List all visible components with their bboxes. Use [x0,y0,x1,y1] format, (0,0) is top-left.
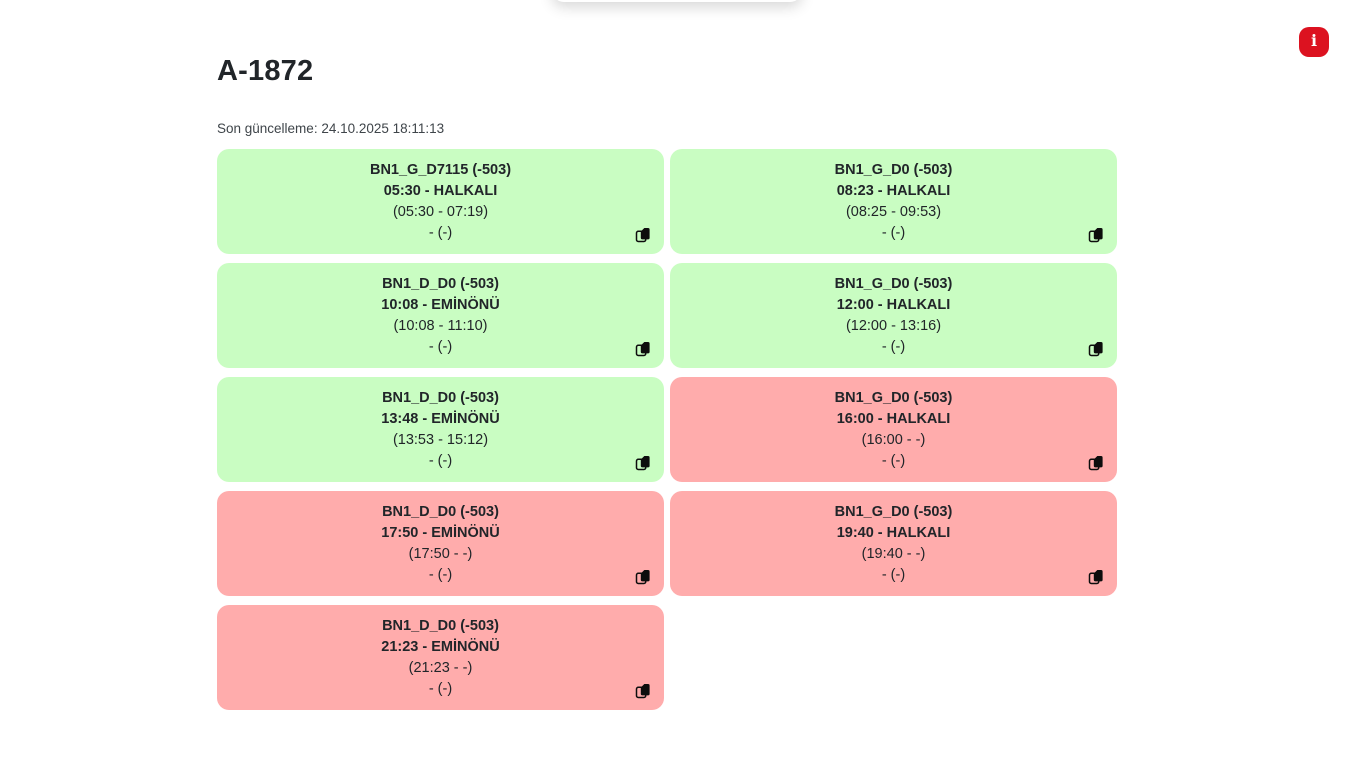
copy-button[interactable] [635,682,652,699]
trip-departure-label: 13:48 - EMİNÖNÜ [381,410,500,427]
trip-block-label: BN1_G_D7115 (-503) [369,161,512,178]
info-button[interactable]: i [1299,27,1329,57]
trip-times-label: (16:00 - -) [861,431,926,448]
copy-button[interactable] [635,340,652,357]
copy-icon [635,683,650,698]
trip-block-label: BN1_G_D0 (-503) [834,389,953,406]
last-update-text: Son güncelleme: 24.10.2025 18:11:13 [217,121,445,136]
info-icon: i [1310,31,1318,50]
copy-button[interactable] [635,226,652,243]
trip-block-label: BN1_G_D0 (-503) [834,275,953,292]
trip-block-label: BN1_G_D0 (-503) [834,161,953,178]
copy-button[interactable] [1088,340,1105,357]
copy-icon [1088,569,1103,584]
trip-block-label: BN1_D_D0 (-503) [382,275,499,292]
trip-note-label: - (-) [428,338,453,355]
trip-block-label: BN1_D_D0 (-503) [382,503,499,520]
trip-note-label: - (-) [428,680,453,697]
trip-note-label: - (-) [428,566,453,583]
trip-times-label: (10:08 - 11:10) [393,317,488,334]
trip-block-label: BN1_G_D0 (-503) [834,503,953,520]
trip-note-label: - (-) [881,566,906,583]
trip-card-grid: BN1_G_D7115 (-503) 05:30 - HALKALI (05:3… [217,149,1117,710]
trip-departure-label: 12:00 - HALKALI [836,296,951,313]
trip-note-label: - (-) [428,224,453,241]
trip-card: BN1_D_D0 (-503) 21:23 - EMİNÖNÜ (21:23 -… [217,605,664,710]
copy-icon [1088,227,1103,242]
copy-icon [635,569,650,584]
trip-departure-label: 21:23 - EMİNÖNÜ [381,638,500,655]
trip-card: BN1_D_D0 (-503) 13:48 - EMİNÖNÜ (13:53 -… [217,377,664,482]
trip-times-label: (13:53 - 15:12) [392,431,489,448]
trip-departure-label: 17:50 - EMİNÖNÜ [381,524,500,541]
trip-note-label: - (-) [881,452,906,469]
trip-times-label: (17:50 - -) [408,545,473,562]
trip-times-label: (08:25 - 09:53) [845,203,942,220]
trip-block-label: BN1_D_D0 (-503) [382,389,499,406]
trip-times-label: (12:00 - 13:16) [845,317,942,334]
copy-button[interactable] [1088,226,1105,243]
trip-times-label: (05:30 - 07:19) [392,203,489,220]
copy-icon [1088,455,1103,470]
trip-card: BN1_G_D7115 (-503) 05:30 - HALKALI (05:3… [217,149,664,254]
copy-icon [635,341,650,356]
copy-button[interactable] [635,568,652,585]
trip-card: BN1_G_D0 (-503) 12:00 - HALKALI (12:00 -… [670,263,1117,368]
top-overlay-remnant [552,0,802,2]
copy-icon [635,455,650,470]
trip-card: BN1_D_D0 (-503) 17:50 - EMİNÖNÜ (17:50 -… [217,491,664,596]
trip-times-label: (19:40 - -) [861,545,926,562]
trip-card: BN1_G_D0 (-503) 19:40 - HALKALI (19:40 -… [670,491,1117,596]
trip-departure-label: 16:00 - HALKALI [836,410,951,427]
trip-departure-label: 10:08 - EMİNÖNÜ [381,296,500,313]
trip-card: BN1_G_D0 (-503) 08:23 - HALKALI (08:25 -… [670,149,1117,254]
trip-times-label: (21:23 - -) [408,659,473,676]
trip-note-label: - (-) [428,452,453,469]
trip-note-label: - (-) [881,224,906,241]
vehicle-schedule-page: A-1872 Son güncelleme: 24.10.2025 18:11:… [217,0,1117,710]
trip-note-label: - (-) [881,338,906,355]
copy-icon [635,227,650,242]
trip-departure-label: 19:40 - HALKALI [836,524,951,541]
trip-departure-label: 05:30 - HALKALI [383,182,498,199]
page-title: A-1872 [217,55,314,87]
copy-icon [1088,341,1103,356]
copy-button[interactable] [1088,568,1105,585]
trip-card: BN1_G_D0 (-503) 16:00 - HALKALI (16:00 -… [670,377,1117,482]
copy-button[interactable] [1088,454,1105,471]
trip-card: BN1_D_D0 (-503) 10:08 - EMİNÖNÜ (10:08 -… [217,263,664,368]
trip-departure-label: 08:23 - HALKALI [836,182,951,199]
copy-button[interactable] [635,454,652,471]
trip-block-label: BN1_D_D0 (-503) [382,617,499,634]
